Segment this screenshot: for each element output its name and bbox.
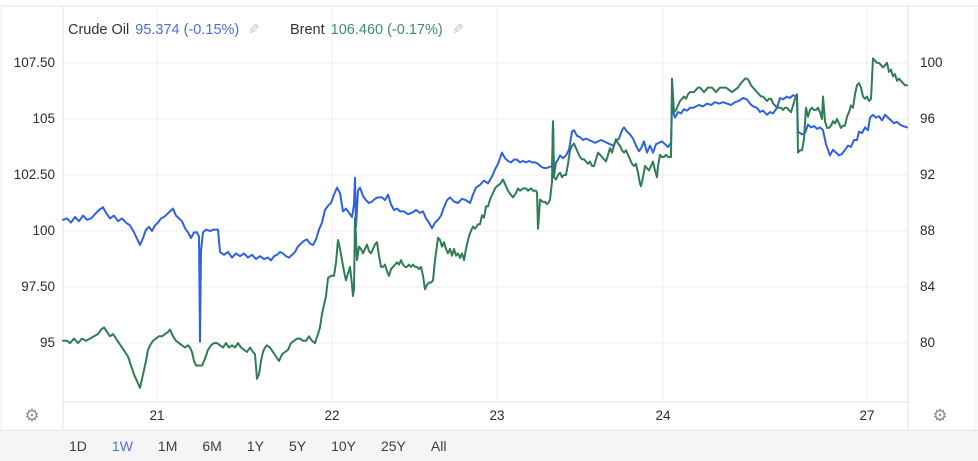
- left-axis-tick-100: 100: [32, 223, 55, 238]
- chart-plot-area[interactable]: [0, 0, 978, 432]
- range-1d-button[interactable]: 1D: [69, 438, 87, 454]
- series-name-brent: Brent: [289, 21, 325, 38]
- legend-item-crude-oil[interactable]: Crude Oil 95.374 (-0.15%) ✎: [68, 21, 260, 38]
- left-axis-tick-105: 105: [32, 110, 55, 126]
- range-toolbar: 1D 1W 1M 6M 1Y 5Y 10Y 25Y All: [0, 430, 978, 461]
- range-5y-button[interactable]: 5Y: [288, 438, 307, 454]
- x-axis-tick-22: 22: [324, 408, 340, 423]
- range-6m-button[interactable]: 6M: [202, 438, 222, 454]
- series-name-crude-oil: Crude Oil: [68, 21, 130, 38]
- edit-pencil-icon[interactable]: ✎: [248, 21, 260, 37]
- x-axis-tick-27: 27: [859, 408, 875, 423]
- left-axis-tick-102.50: 102.50: [13, 166, 55, 182]
- series-value-brent: 106.460 (-0.17%): [330, 21, 443, 38]
- settings-gear-right[interactable]: ⚙: [932, 406, 948, 425]
- left-axis-tick-95: 95: [39, 335, 55, 351]
- right-axis-tick-80: 80: [920, 335, 936, 351]
- right-axis-tick-88: 88: [920, 223, 936, 239]
- left-axis-tick-107.50: 107.50: [13, 54, 55, 70]
- series-value-crude-oil: 95.374 (-0.15%): [135, 21, 240, 38]
- x-axis-tick-23: 23: [489, 408, 505, 423]
- series-line-crude-oil: [62, 94, 908, 343]
- right-axis-tick-100: 100: [920, 54, 943, 70]
- range-25y-button[interactable]: 25Y: [380, 438, 406, 454]
- range-all-button[interactable]: All: [430, 438, 447, 454]
- range-1y-button[interactable]: 1Y: [246, 438, 264, 454]
- legend-item-brent[interactable]: Brent 106.460 (-0.17%) ✎: [290, 21, 463, 38]
- range-1m-button[interactable]: 1M: [157, 438, 178, 454]
- range-1w-button[interactable]: 1W: [111, 438, 133, 454]
- x-axis-tick-24: 24: [655, 408, 671, 423]
- left-axis-tick-97.50: 97.50: [21, 279, 55, 295]
- settings-gear-left[interactable]: ⚙: [24, 406, 40, 425]
- right-axis-tick-96: 96: [920, 111, 936, 126]
- range-10y-button[interactable]: 10Y: [331, 438, 356, 454]
- x-axis-tick-21: 21: [149, 408, 165, 423]
- right-axis-tick-84: 84: [920, 279, 936, 295]
- edit-pencil-icon[interactable]: ✎: [451, 21, 464, 37]
- chart-legend: Crude Oil 95.374 (-0.15%) ✎ Brent 106.46…: [68, 21, 463, 38]
- right-axis-tick-92: 92: [920, 167, 936, 182]
- series-line-brent: [62, 57, 908, 389]
